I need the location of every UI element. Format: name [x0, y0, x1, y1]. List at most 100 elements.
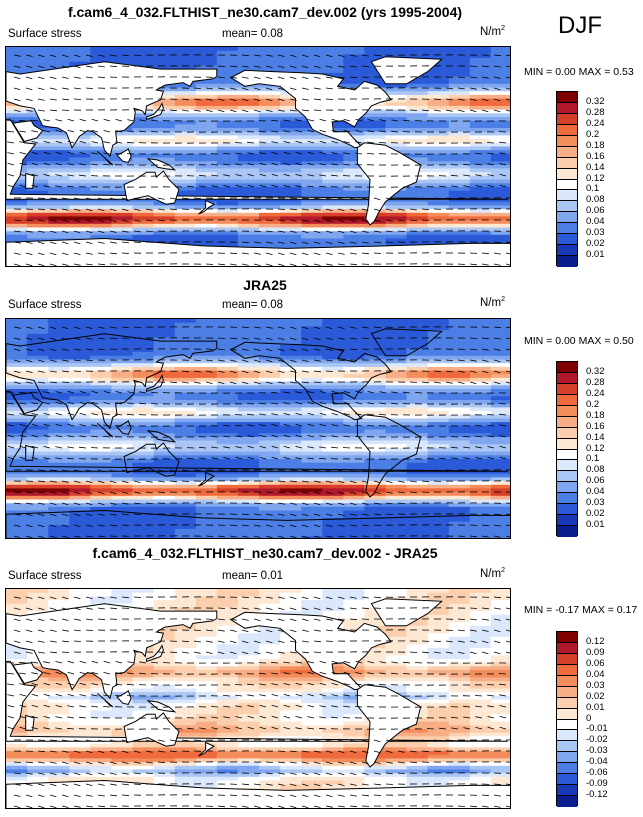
field-cell	[280, 381, 302, 386]
field-cell	[427, 326, 450, 331]
field-cell	[27, 466, 49, 471]
field-cell	[280, 179, 302, 184]
field-cell	[469, 139, 492, 144]
field-cell	[490, 54, 510, 59]
field-cell	[48, 337, 70, 342]
field-cell	[448, 194, 471, 199]
stress-vector	[174, 458, 183, 460]
field-cell	[427, 91, 450, 96]
field-cell	[195, 592, 218, 597]
field-cell	[6, 359, 28, 364]
field-cell	[259, 201, 281, 206]
stress-vector	[391, 130, 399, 133]
field-cell	[195, 514, 218, 519]
field-cell	[216, 183, 239, 188]
field-cell	[301, 484, 323, 490]
stress-vector	[313, 87, 321, 90]
field-cell	[427, 190, 450, 195]
stress-vector	[499, 424, 507, 427]
field-cell	[322, 216, 344, 221]
stress-vector	[85, 241, 93, 244]
stress-vector	[493, 241, 501, 244]
field-cell	[469, 374, 492, 379]
stress-vector	[253, 87, 261, 91]
field-cell	[364, 614, 387, 620]
stress-vector	[313, 535, 321, 538]
field-cell	[280, 611, 302, 616]
stress-vector	[373, 513, 381, 516]
field-cell	[90, 414, 112, 420]
field-cell	[237, 633, 260, 638]
stress-vector	[241, 348, 249, 351]
field-cell	[195, 150, 218, 155]
stress-vector	[61, 98, 69, 101]
field-cell	[301, 429, 323, 434]
field-cell	[322, 495, 344, 501]
field-cell	[195, 146, 218, 151]
colorbar-tick-label: 0.16	[586, 420, 605, 432]
field-cell	[90, 484, 112, 490]
stress-vector	[235, 184, 243, 188]
field-cell	[280, 600, 302, 605]
stress-vector	[150, 403, 159, 405]
stress-vector	[13, 54, 21, 57]
field-cell	[69, 359, 91, 364]
field-cell	[280, 128, 302, 133]
field-cell	[111, 352, 134, 357]
field-cell	[111, 209, 134, 214]
colorbar-swatch	[557, 460, 577, 472]
field-cell	[111, 377, 134, 383]
field-cell	[195, 168, 218, 173]
field-cell	[259, 54, 281, 59]
field-cell	[174, 105, 197, 111]
field-cell	[490, 234, 510, 240]
field-cell	[448, 603, 471, 608]
field-cell	[343, 451, 365, 456]
field-cell	[90, 366, 112, 372]
field-cell	[6, 65, 28, 70]
stress-vector	[67, 163, 75, 166]
stress-vector	[91, 118, 99, 122]
stress-vector	[337, 480, 345, 484]
field-cell	[385, 322, 408, 327]
stress-vector	[37, 54, 45, 58]
field-cell	[48, 603, 70, 608]
stress-vector	[283, 162, 291, 166]
field-cell	[427, 150, 450, 155]
field-cell	[216, 506, 239, 512]
stress-vector	[55, 401, 63, 405]
stress-vector	[367, 130, 375, 133]
field-cell	[448, 418, 471, 423]
field-cell	[153, 153, 176, 159]
field-cell	[406, 484, 429, 490]
field-cell	[27, 495, 49, 501]
field-cell	[490, 622, 510, 627]
field-cell	[490, 131, 510, 136]
field-cell	[6, 470, 28, 475]
stress-vector	[31, 434, 39, 438]
stress-vector	[343, 424, 351, 427]
colorbar-swatch	[557, 515, 577, 527]
stress-vector	[145, 480, 153, 483]
stress-vector	[205, 370, 213, 373]
stress-vector	[493, 98, 501, 102]
stress-vector	[235, 414, 243, 416]
coastline	[123, 170, 180, 205]
field-cell	[448, 164, 471, 170]
field-cell	[427, 220, 450, 225]
field-cell	[280, 47, 302, 52]
stress-vector	[7, 456, 15, 460]
field-cell	[322, 179, 344, 184]
field-cell	[364, 220, 387, 225]
field-cell	[427, 411, 450, 416]
stress-vector	[445, 381, 453, 384]
stress-vector	[85, 535, 93, 538]
field-cell	[111, 492, 134, 497]
colorbar-swatch	[557, 135, 577, 147]
field-cell	[27, 330, 49, 335]
field-cell	[237, 440, 260, 445]
field-cell	[301, 374, 323, 379]
field-cell	[237, 422, 260, 427]
field-cell	[427, 451, 450, 456]
field-cell	[490, 94, 510, 100]
